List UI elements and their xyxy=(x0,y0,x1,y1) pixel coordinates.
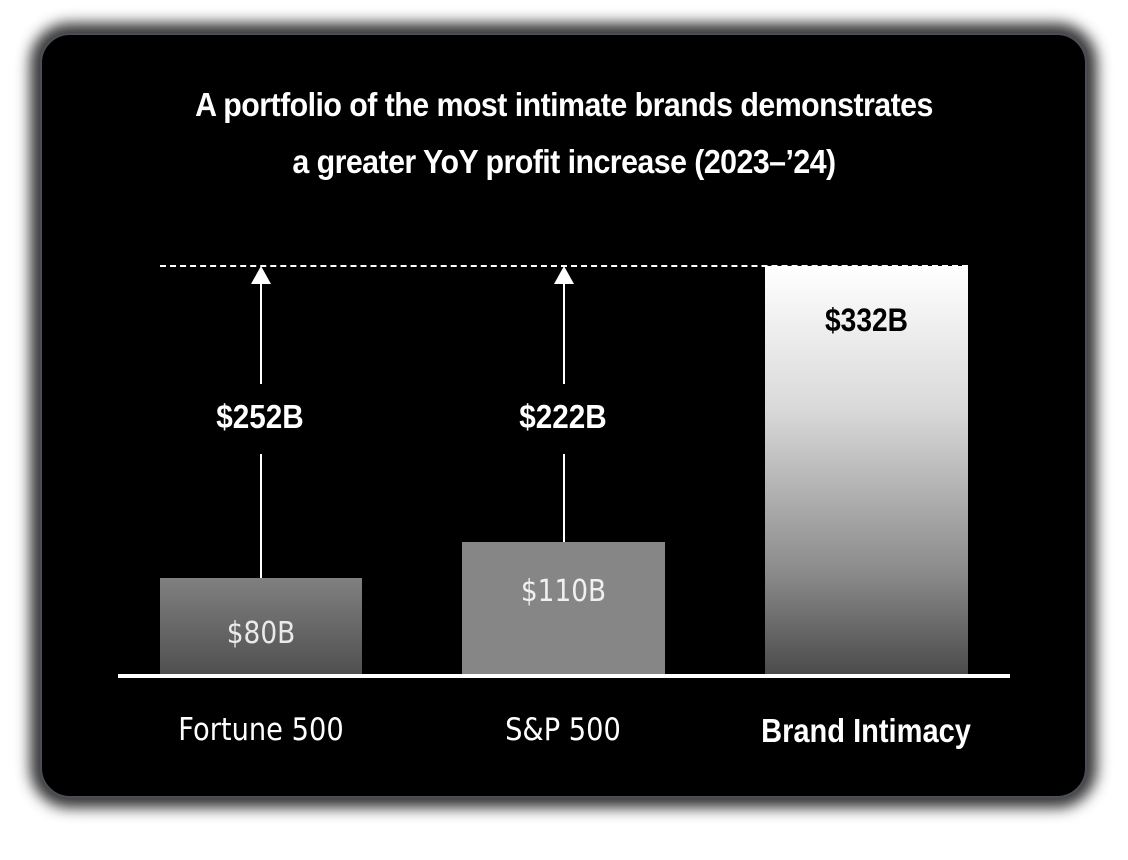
gap-label-fortune-500: $252B xyxy=(216,398,304,435)
bar-sp-500: $110B xyxy=(462,542,665,676)
arrow-up-icon xyxy=(251,266,271,284)
x-label-brand-intimacy: Brand Intimacy xyxy=(761,712,971,749)
bar-value-label: $110B xyxy=(520,574,607,609)
x-label-fortune-500: Fortune 500 xyxy=(178,712,344,748)
arrow-line-upper xyxy=(563,282,565,384)
bar-value-label: $332B xyxy=(825,302,908,338)
bar-fortune-500: $80B xyxy=(160,578,362,676)
x-label-sp-500: S&P 500 xyxy=(505,712,621,748)
arrow-line-upper xyxy=(260,282,262,384)
bar-value-label: $80B xyxy=(226,616,296,651)
arrow-line-lower xyxy=(563,454,565,542)
x-axis-baseline xyxy=(118,674,1010,678)
chart-title-line-1: A portfolio of the most intimate brands … xyxy=(195,86,933,123)
chart-title-line-2: a greater YoY profit increase (2023–’24) xyxy=(292,143,836,180)
gap-label-sp-500: $222B xyxy=(519,398,607,435)
bar-brand-intimacy: $332B xyxy=(765,266,968,676)
arrow-up-icon xyxy=(554,266,574,284)
arrow-line-lower xyxy=(260,454,262,578)
